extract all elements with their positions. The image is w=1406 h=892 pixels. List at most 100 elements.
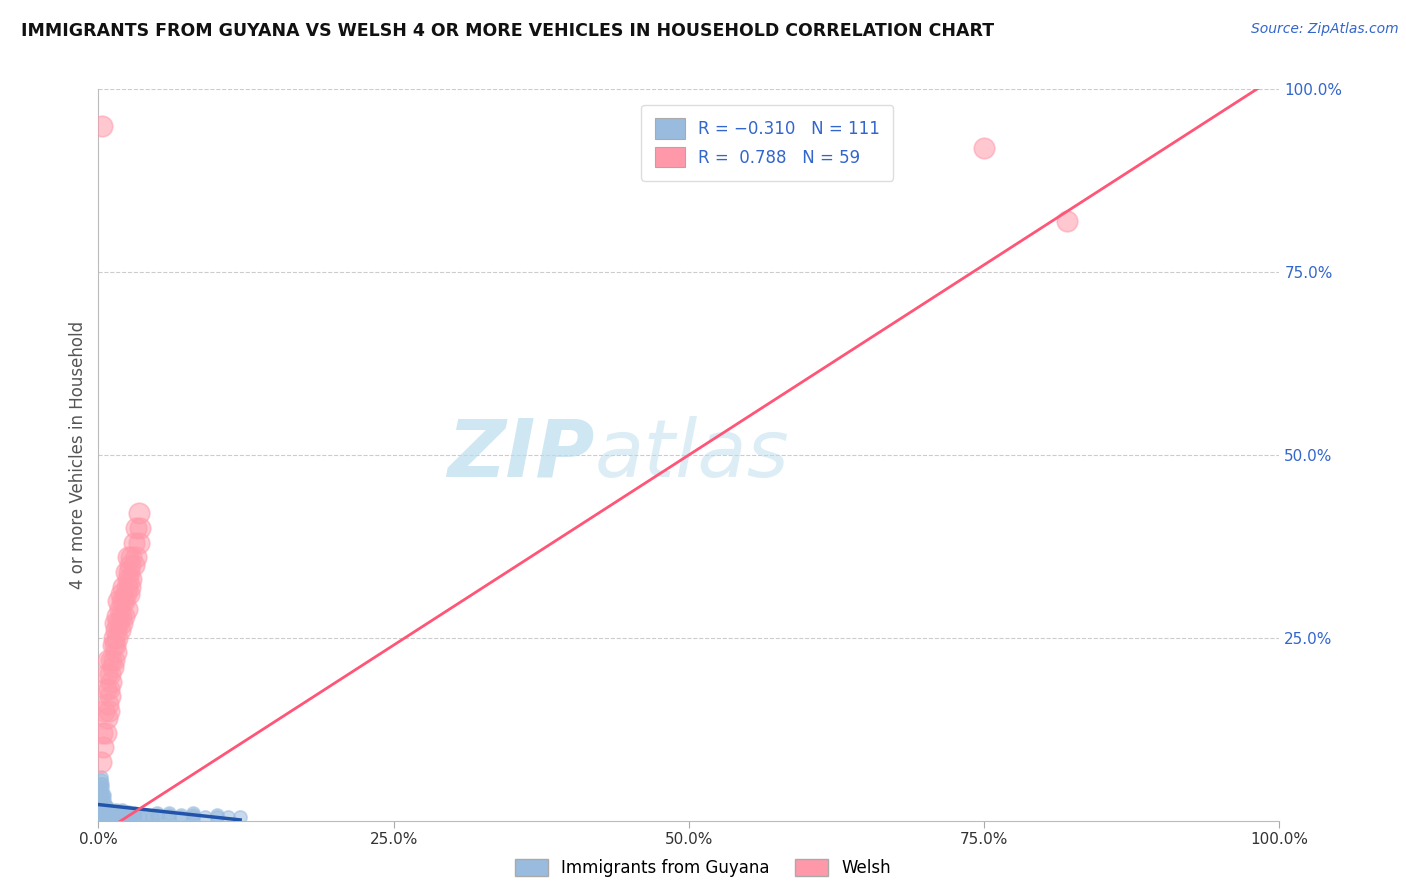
Point — [91, 810, 114, 824]
Point — [91, 796, 114, 810]
Legend: R = −0.310   N = 111, R =  0.788   N = 59: R = −0.310 N = 111, R = 0.788 N = 59 — [641, 105, 893, 180]
Point — [105, 806, 128, 821]
Point — [110, 608, 132, 623]
Point — [90, 796, 112, 810]
Point — [91, 793, 114, 807]
Point — [91, 807, 114, 822]
Point — [146, 806, 169, 821]
Point — [94, 681, 117, 696]
Point — [98, 704, 121, 718]
Point — [105, 631, 128, 645]
Point — [96, 810, 118, 824]
Point — [117, 550, 139, 565]
Y-axis label: 4 or more Vehicles in Household: 4 or more Vehicles in Household — [69, 321, 87, 589]
Point — [157, 806, 180, 821]
Point — [229, 810, 252, 824]
Point — [157, 807, 180, 822]
Point — [170, 810, 193, 824]
Point — [121, 810, 143, 824]
Point — [117, 805, 139, 819]
Point — [90, 770, 112, 784]
Point — [181, 806, 204, 821]
Point — [97, 810, 120, 824]
Point — [101, 810, 124, 824]
Point — [90, 810, 112, 824]
Point — [112, 594, 135, 608]
Point — [194, 810, 217, 824]
Point — [973, 141, 995, 155]
Point — [91, 810, 114, 824]
Point — [94, 803, 117, 817]
Point — [90, 788, 112, 802]
Point — [94, 810, 117, 824]
Point — [128, 507, 150, 521]
Point — [128, 535, 150, 549]
Point — [111, 810, 134, 824]
Point — [93, 806, 115, 821]
Point — [93, 704, 115, 718]
Point — [181, 810, 204, 824]
Point — [111, 594, 134, 608]
Point — [97, 697, 120, 711]
Point — [98, 667, 121, 681]
Point — [111, 616, 134, 631]
Point — [117, 806, 139, 821]
Point — [111, 805, 134, 819]
Point — [94, 799, 117, 814]
Point — [91, 788, 114, 802]
Point — [94, 726, 117, 740]
Text: ZIP: ZIP — [447, 416, 595, 494]
Point — [91, 803, 114, 817]
Point — [157, 810, 180, 824]
Point — [118, 565, 141, 579]
Point — [108, 810, 131, 824]
Point — [98, 807, 121, 822]
Point — [1056, 214, 1078, 228]
Point — [112, 608, 135, 623]
Legend: Immigrants from Guyana, Welsh: Immigrants from Guyana, Welsh — [508, 852, 898, 884]
Point — [98, 807, 121, 822]
Point — [170, 807, 193, 822]
Point — [115, 580, 138, 594]
Point — [98, 806, 121, 821]
Point — [105, 608, 128, 623]
Point — [91, 807, 114, 822]
Point — [125, 550, 148, 565]
Point — [89, 796, 111, 810]
Point — [125, 521, 148, 535]
Point — [112, 580, 135, 594]
Point — [105, 803, 128, 817]
Point — [122, 810, 145, 824]
Point — [205, 807, 228, 822]
Point — [104, 616, 127, 631]
Point — [135, 810, 157, 824]
Point — [112, 810, 135, 824]
Point — [96, 805, 118, 819]
Point — [108, 624, 131, 638]
Point — [93, 810, 115, 824]
Point — [120, 558, 142, 572]
Point — [89, 805, 111, 819]
Point — [97, 653, 120, 667]
Point — [91, 797, 114, 812]
Point — [128, 521, 150, 535]
Point — [91, 777, 114, 791]
Text: IMMIGRANTS FROM GUYANA VS WELSH 4 OR MORE VEHICLES IN HOUSEHOLD CORRELATION CHAR: IMMIGRANTS FROM GUYANA VS WELSH 4 OR MOR… — [21, 22, 994, 40]
Point — [108, 601, 131, 615]
Point — [93, 788, 115, 802]
Point — [97, 806, 120, 821]
Point — [114, 587, 136, 601]
Text: atlas: atlas — [595, 416, 789, 494]
Point — [91, 799, 114, 814]
Point — [91, 806, 114, 821]
Point — [91, 726, 114, 740]
Point — [90, 799, 112, 814]
Point — [90, 807, 112, 822]
Point — [101, 660, 124, 674]
Point — [181, 807, 204, 822]
Point — [96, 800, 118, 814]
Point — [94, 807, 117, 822]
Point — [105, 810, 128, 824]
Point — [98, 810, 121, 824]
Point — [115, 601, 138, 615]
